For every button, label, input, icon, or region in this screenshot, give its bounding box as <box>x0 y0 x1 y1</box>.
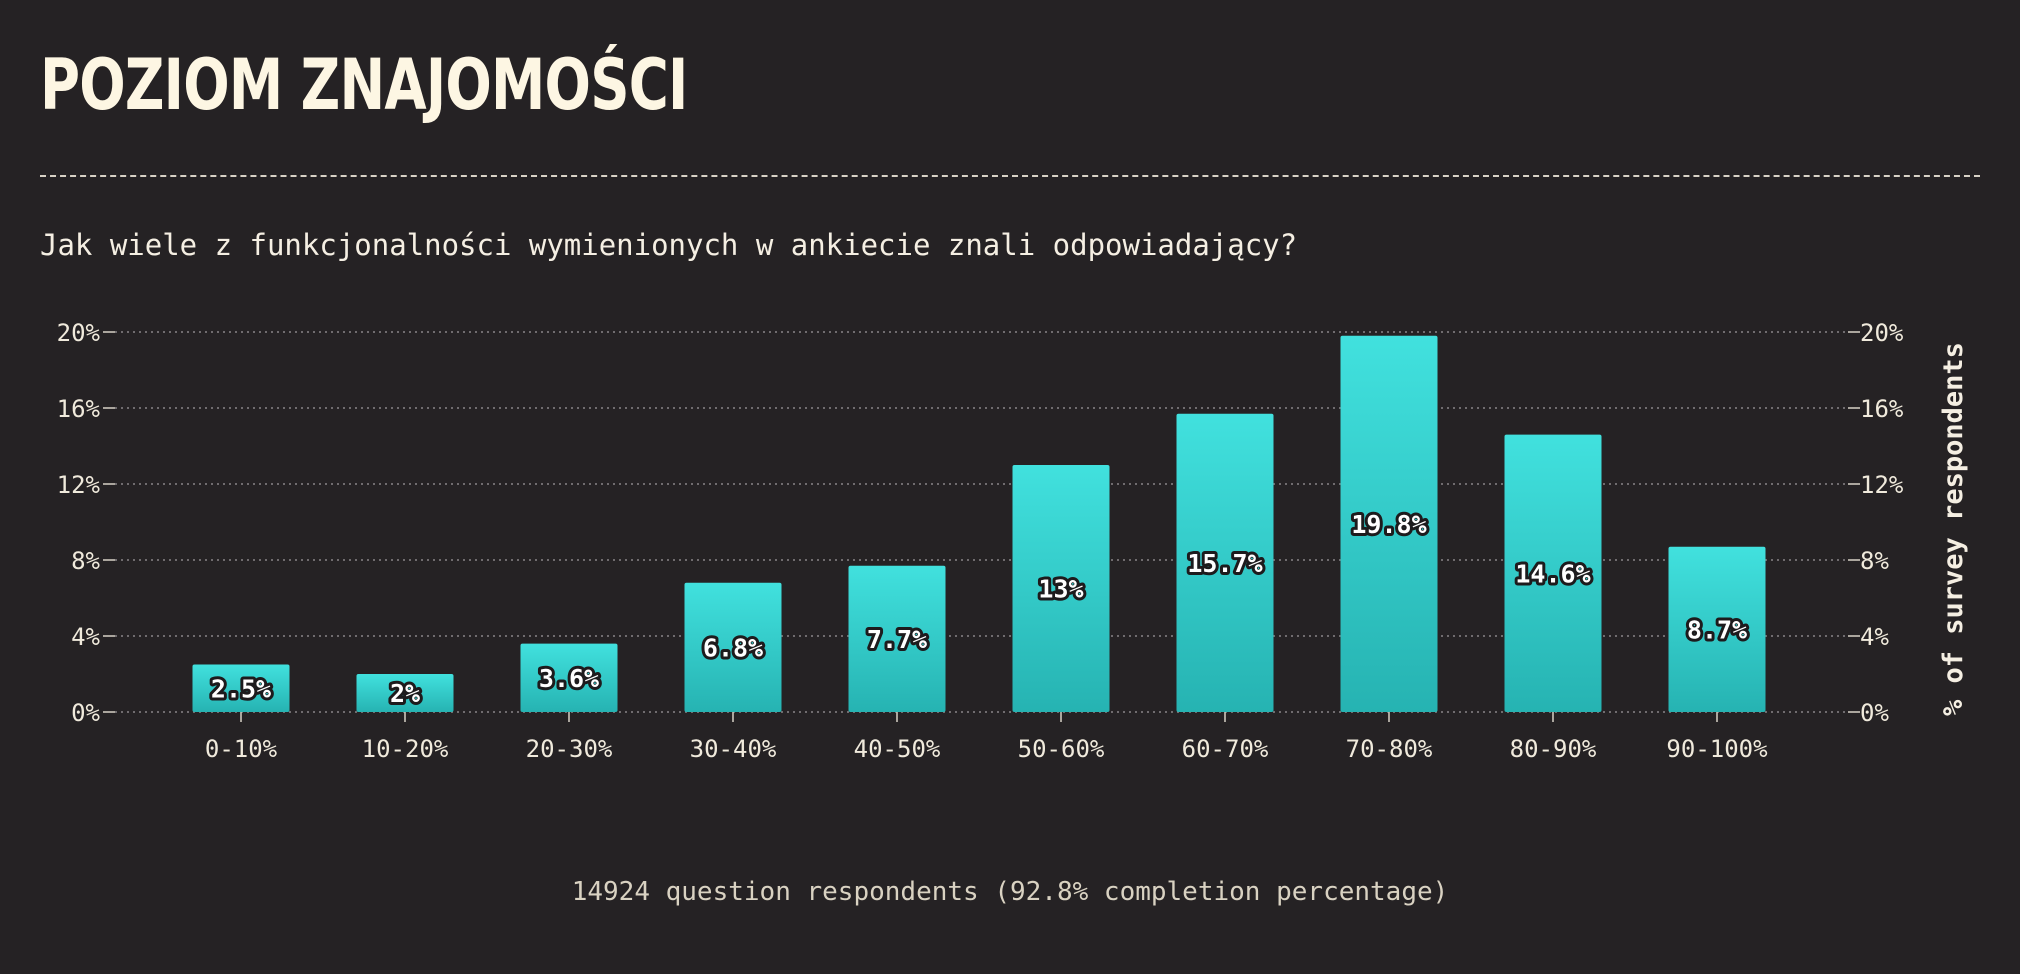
y-axis-title: % of survey respondents <box>1938 342 1969 716</box>
bar-value-label: 8.7% <box>1687 615 1747 644</box>
bar-value-label: 15.7% <box>1187 549 1262 578</box>
y-tick-label-left: 20% <box>57 319 101 347</box>
x-tick-label: 90-100% <box>1666 735 1768 763</box>
y-tick-label-right: 4% <box>1860 623 1889 651</box>
bar-10-20% <box>356 674 454 712</box>
y-tick-label-left: 8% <box>71 547 100 575</box>
axes: 0% 0% 4% 4% 8% 8% 12% 12% 16% 16% 20% 20% 0-10% 10-20… <box>57 319 1904 763</box>
x-tick-label: 40-50% <box>854 735 941 763</box>
bars <box>192 335 1766 712</box>
x-tick-label: 80-90% <box>1510 735 1597 763</box>
y-tick-label-right: 0% <box>1860 699 1889 727</box>
y-tick-label-left: 16% <box>57 395 101 423</box>
y-tick-label-left: 0% <box>71 699 100 727</box>
bar-value-label: 3.6% <box>539 664 599 693</box>
y-tick-label-left: 12% <box>57 471 101 499</box>
bar-value-label: 19.8% <box>1351 510 1426 539</box>
bar-30-40% <box>684 582 782 712</box>
y-tick-label-right: 12% <box>1860 471 1904 499</box>
y-tick-label-left: 4% <box>71 623 100 651</box>
chart-question: Jak wiele z funkcjonalności wymienionych… <box>40 228 1298 262</box>
bar-40-50% <box>848 565 946 712</box>
bar-value-label: 6.8% <box>703 633 763 662</box>
bar-80-90% <box>1504 434 1602 712</box>
y-tick-label-right: 16% <box>1860 395 1904 423</box>
bar-20-30% <box>520 643 618 712</box>
x-tick-label: 50-60% <box>1018 735 1105 763</box>
bar-70-80% <box>1340 335 1438 712</box>
bar-50-60% <box>1012 465 1110 712</box>
x-tick-label: 70-80% <box>1346 735 1433 763</box>
bar-90-100% <box>1668 546 1766 712</box>
y-tick-label-right: 8% <box>1860 547 1889 575</box>
bar-0-10% <box>192 664 290 712</box>
bar-value-label: 2% <box>390 679 420 708</box>
page-title: POZIOM ZNAJOMOŚCI <box>40 44 688 126</box>
x-tick-label: 60-70% <box>1182 735 1269 763</box>
title-divider <box>40 175 1980 177</box>
bar-60-70% <box>1176 413 1274 712</box>
x-tick-label: 0-10% <box>205 735 278 763</box>
bar-value-label: 7.7% <box>867 625 927 654</box>
x-tick-label: 20-30% <box>526 735 613 763</box>
y-tick-label-right: 20% <box>1860 319 1904 347</box>
bar-value-label: 13% <box>1038 575 1083 604</box>
bar-chart: 2.5% 2% 3.6% 6.8% 7.7% 13% 15.7% 19.8% 14.6% 8.7%… <box>57 319 1969 763</box>
bar-value-label: 2.5% <box>211 674 271 703</box>
x-tick-label: 30-40% <box>690 735 777 763</box>
x-tick-label: 10-20% <box>362 735 449 763</box>
data-labels: 2.5% 2% 3.6% 6.8% 7.7% 13% 15.7% 19.8% 14.6% 8.7% <box>208 507 1750 711</box>
respondents-note: 14924 question respondents (92.8% comple… <box>571 877 1449 907</box>
bar-value-label: 14.6% <box>1515 559 1590 588</box>
